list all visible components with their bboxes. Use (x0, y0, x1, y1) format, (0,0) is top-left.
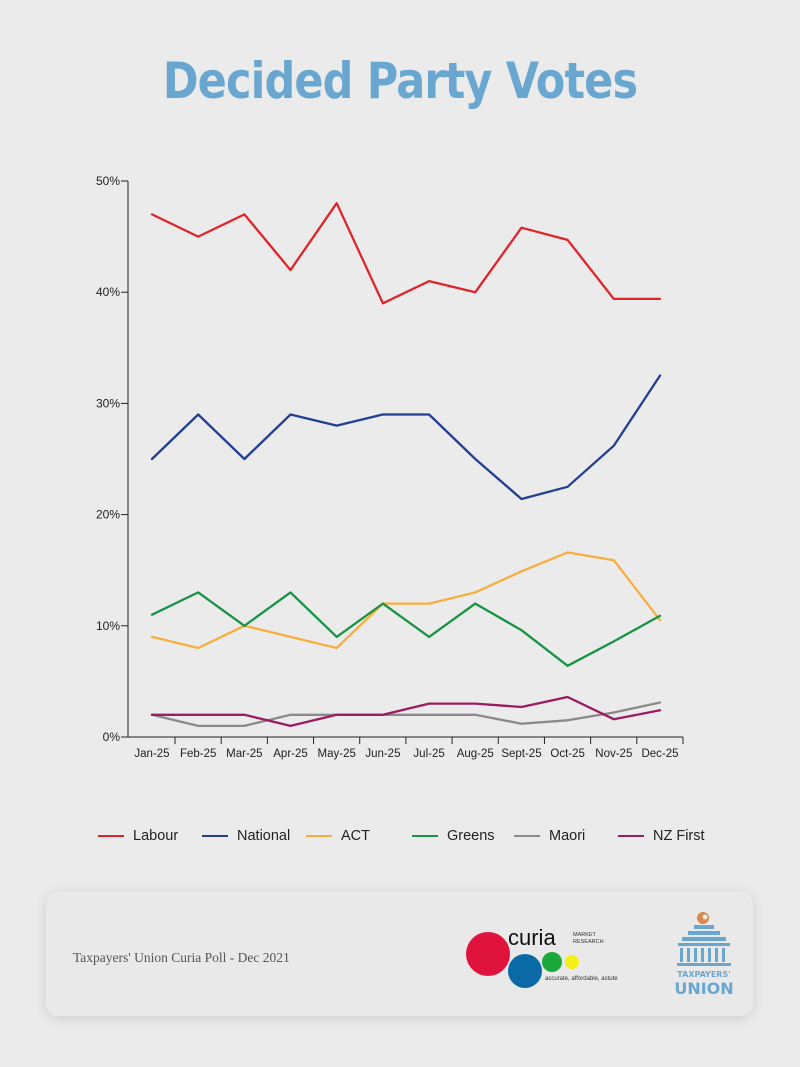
legend-item-act: ACT (306, 828, 370, 844)
curia-sub1: MARKET (573, 932, 597, 938)
y-tick-label-2: 20% (96, 508, 120, 522)
curia-blue-circle-icon (508, 954, 542, 988)
line-chart: 0% 10% 20% 30% 40% 50% Jan-25 Feb-25 Mar-25 Apr-2… (96, 174, 684, 760)
legend-swatch (412, 834, 438, 838)
taxpayers-union-logo: TAXPAYERS' UNION (674, 912, 734, 998)
series-line-greens (150, 591, 662, 667)
legend-swatch (202, 834, 228, 838)
legend-swatch (618, 834, 644, 838)
legend-label: Maori (549, 828, 586, 844)
x-tick-label-2: Mar-25 (226, 748, 262, 760)
x-tick-label-10: Nov-25 (595, 748, 632, 760)
curia-red-circle-icon (466, 932, 510, 976)
legend-item-labour: Labour (98, 828, 178, 844)
legend-item-maori: Maori (514, 828, 585, 844)
series-line-maori (150, 701, 662, 728)
curia-tagline: accurate, affordable, astute (545, 976, 618, 982)
legend-label: ACT (341, 828, 370, 844)
x-tick-label-9: Oct-25 (550, 748, 585, 760)
curia-yellow-circle-icon (565, 955, 579, 969)
footer-card: Taxpayers' Union Curia Poll - Dec 2021 c… (46, 892, 753, 1016)
curia-green-circle-icon (542, 952, 562, 972)
legend-swatch (98, 834, 124, 838)
series-line-labour (150, 202, 662, 305)
y-tick-label-3: 30% (96, 396, 120, 410)
y-tick-label-0: 0% (103, 730, 121, 744)
legend-label: Greens (447, 828, 495, 844)
y-tick-label-1: 10% (96, 619, 120, 633)
tu-line2: UNION (674, 979, 733, 998)
curia-logo: curia MARKET RESEARCH accurate, affordab… (466, 928, 618, 988)
legend-item-national: National (202, 828, 290, 844)
legend-item-greens: Greens (412, 828, 495, 844)
x-tick-label-4: May-25 (318, 748, 356, 760)
x-tick-label-7: Aug-25 (457, 748, 494, 760)
series-line-nz-first (150, 695, 662, 728)
source-caption: Taxpayers' Union Curia Poll - Dec 2021 (73, 950, 290, 965)
chart-legend: Labour National ACT Greens Maori NZ First (0, 828, 800, 852)
series-line-national (150, 374, 662, 501)
legend-swatch (306, 834, 332, 838)
building-icon (677, 912, 731, 966)
legend-swatch (514, 834, 540, 838)
curia-sub2: RESEARCH (573, 939, 604, 945)
legend-item-nz-first: NZ First (618, 828, 705, 844)
x-tick-label-11: Dec-25 (641, 748, 678, 760)
x-tick-label-0: Jan-25 (134, 748, 169, 760)
x-tick-label-5: Jun-25 (365, 748, 400, 760)
x-tick-label-1: Feb-25 (180, 748, 216, 760)
curia-wordmark: curia (508, 928, 556, 950)
tu-line1: TAXPAYERS' (677, 970, 730, 979)
page-title: Decided Party Votes (162, 52, 638, 110)
y-tick-label-5: 50% (96, 174, 120, 188)
legend-label: National (237, 828, 291, 844)
x-tick-label-6: Jul-25 (413, 748, 444, 760)
legend-label: NZ First (653, 828, 705, 844)
series-line-act (150, 551, 662, 650)
x-tick-label-8: Sept-25 (501, 748, 541, 760)
y-tick-label-4: 40% (96, 285, 120, 299)
legend-label: Labour (133, 828, 179, 844)
x-tick-label-3: Apr-25 (273, 748, 308, 760)
